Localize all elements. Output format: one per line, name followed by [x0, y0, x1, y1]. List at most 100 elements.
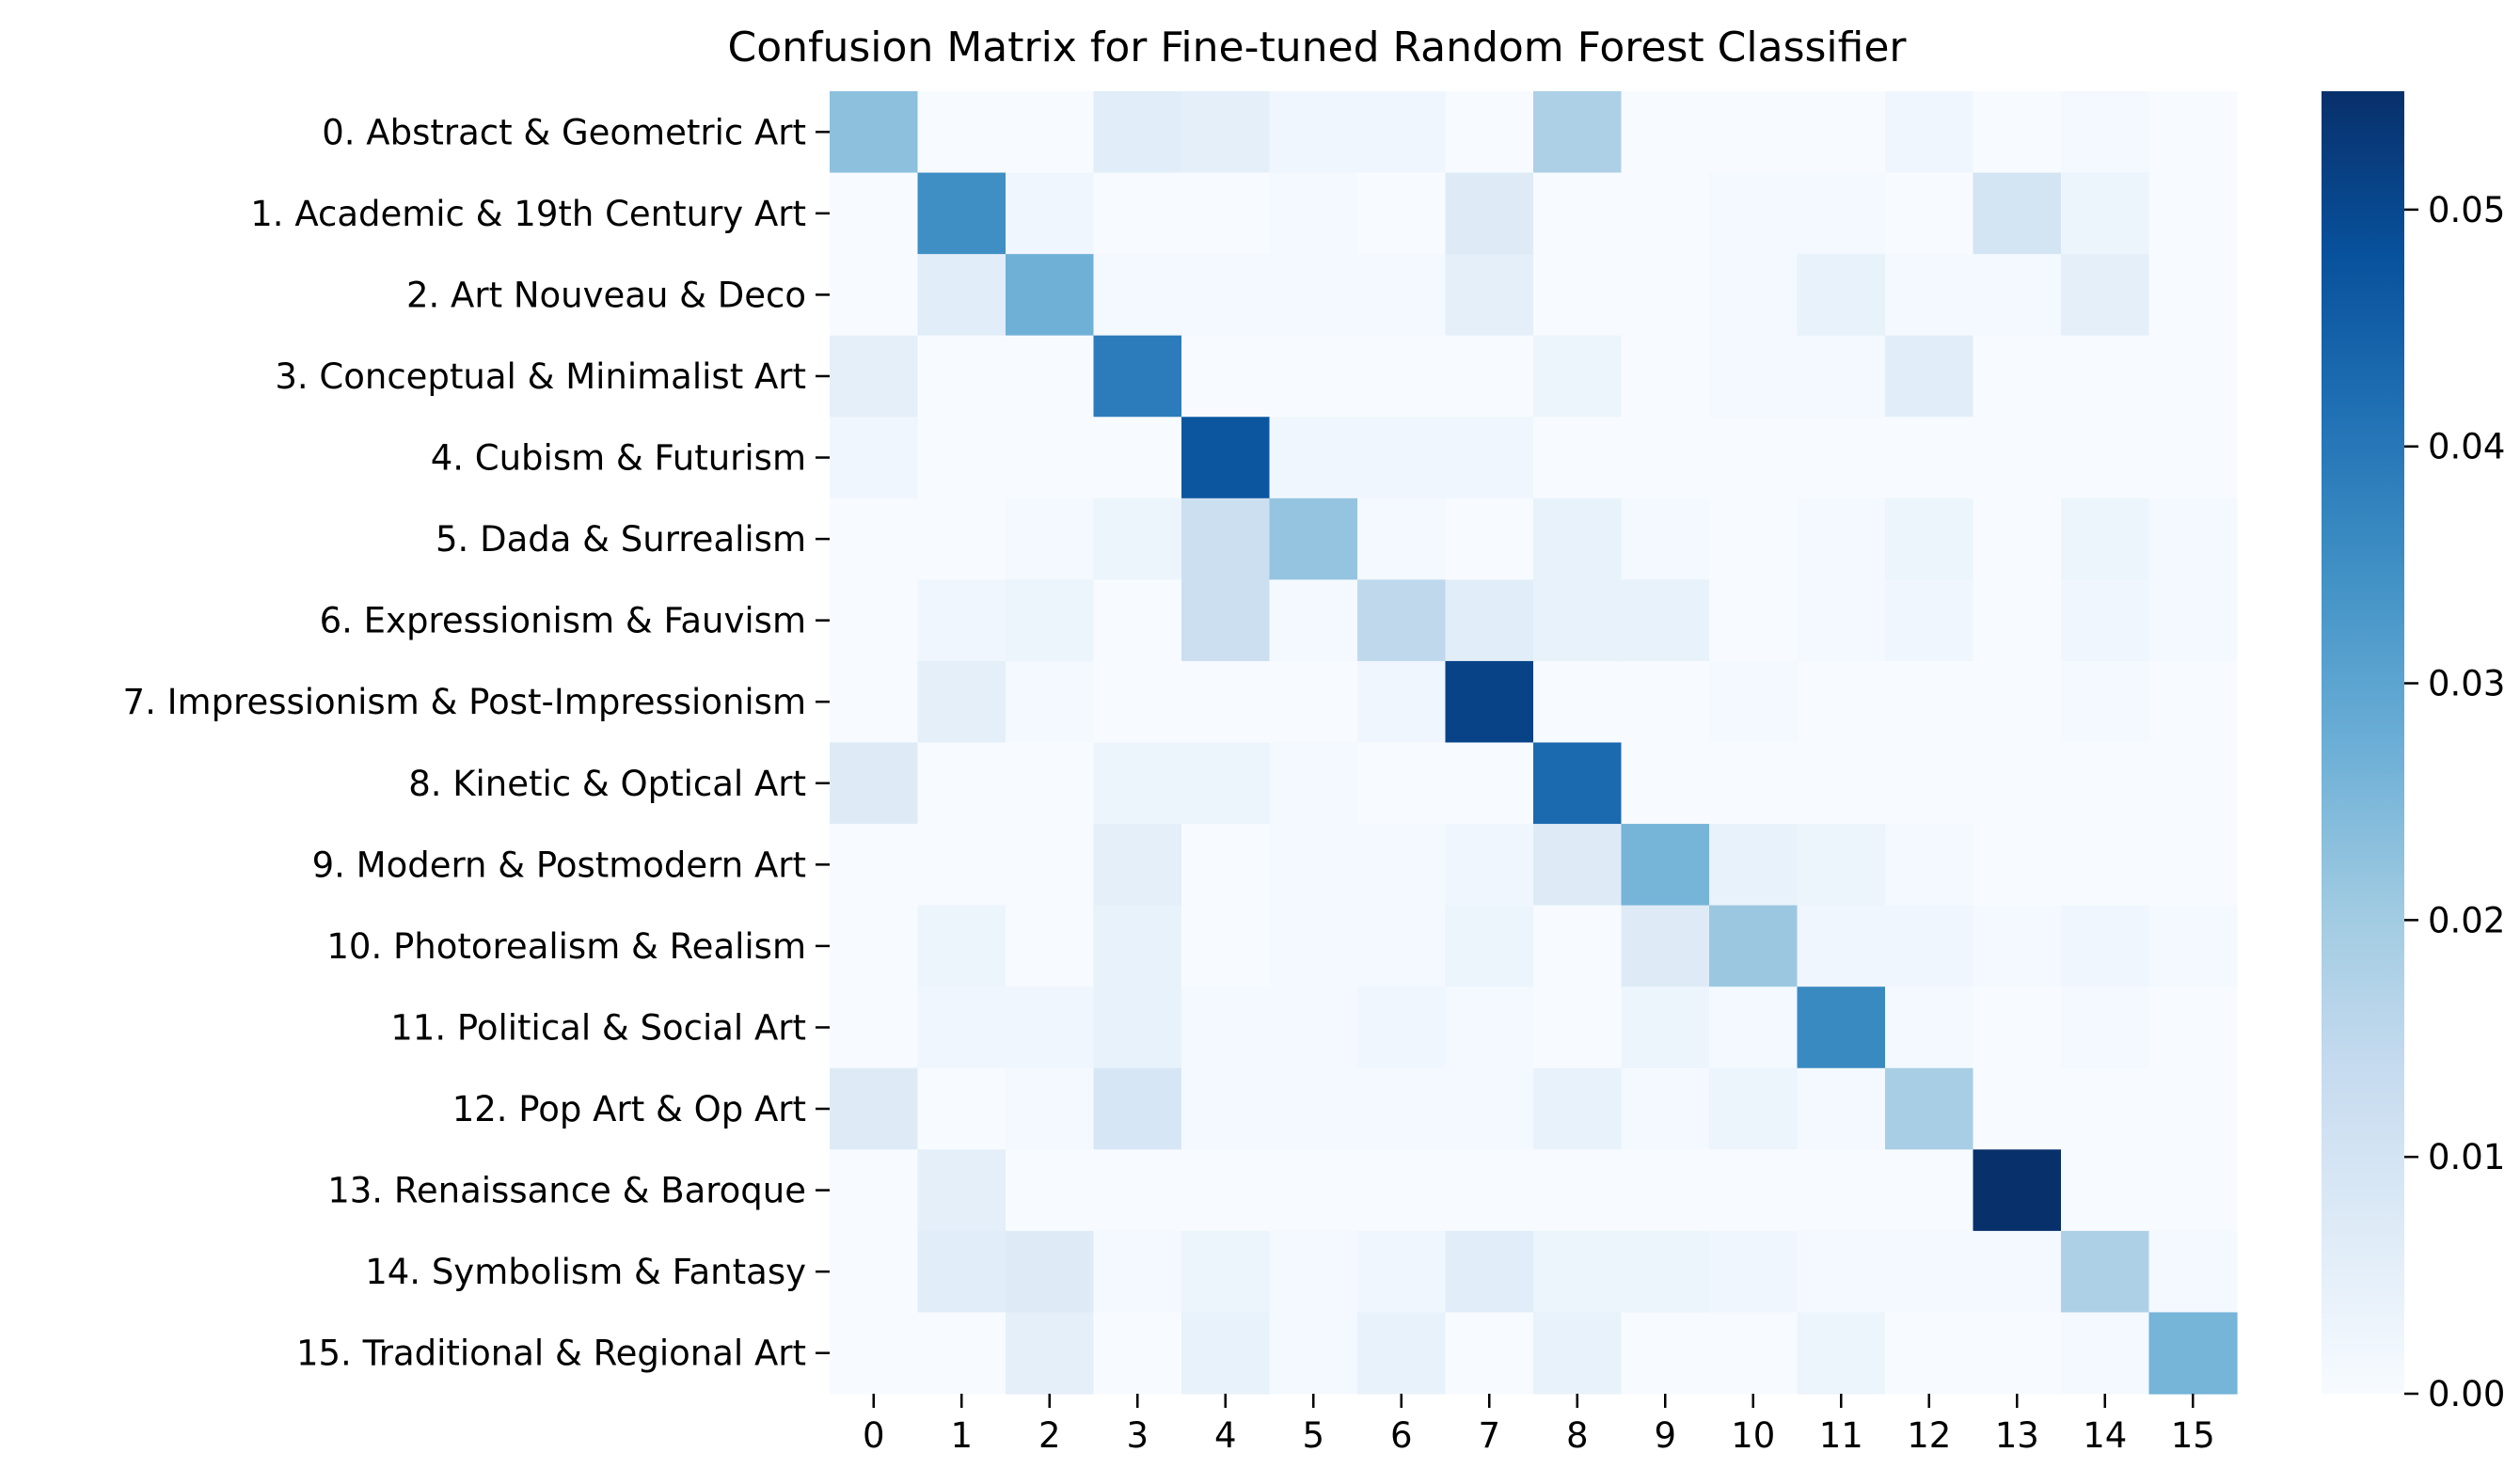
- heatmap-cell: [1006, 742, 1095, 825]
- heatmap-cell: [1709, 579, 1799, 662]
- heatmap-cell: [1797, 1230, 1886, 1314]
- heatmap-cell: [2148, 254, 2238, 337]
- heatmap-cell: [2061, 417, 2150, 499]
- y-tick-label: 10. Photorealism & Realism: [326, 926, 806, 967]
- heatmap-cell: [1973, 1230, 2062, 1314]
- heatmap-cell: [1093, 497, 1182, 580]
- heatmap-cell: [1006, 91, 1095, 174]
- x-tick-label: 7: [1478, 1415, 1500, 1456]
- heatmap-cell: [1181, 497, 1271, 580]
- heatmap-cell: [1797, 1149, 1886, 1232]
- colorbar-tick-label: 0.04: [2428, 427, 2505, 467]
- heatmap-cell: [1269, 987, 1358, 1069]
- heatmap-cell: [830, 824, 919, 907]
- heatmap-cell: [1093, 1312, 1182, 1395]
- heatmap-cell: [917, 1067, 1006, 1150]
- heatmap-cell: [1445, 824, 1534, 907]
- heatmap-cell: [1006, 254, 1095, 337]
- x-tick-label: 4: [1214, 1415, 1237, 1456]
- heatmap-cell: [1181, 1230, 1271, 1314]
- heatmap-cell: [2148, 335, 2238, 418]
- heatmap-cell: [1006, 1230, 1095, 1314]
- heatmap-cell: [1885, 579, 1974, 662]
- heatmap-cell: [830, 497, 919, 580]
- heatmap-cell: [1445, 417, 1534, 499]
- heatmap-cell: [2148, 579, 2238, 662]
- heatmap-cell: [2061, 172, 2150, 255]
- heatmap-cell: [1533, 824, 1623, 907]
- y-tick-label: 2. Art Nouveau & Deco: [406, 275, 806, 315]
- heatmap-cell: [1357, 905, 1447, 987]
- heatmap-cell: [917, 417, 1006, 499]
- heatmap-cell: [1533, 660, 1623, 744]
- heatmap-cell: [1709, 1230, 1799, 1314]
- heatmap-cell: [2148, 987, 2238, 1069]
- heatmap-cell: [1181, 660, 1271, 744]
- heatmap-cell: [1445, 1149, 1534, 1232]
- heatmap-cell: [1797, 660, 1886, 744]
- heatmap-cell: [830, 172, 919, 255]
- heatmap-cell: [1533, 1067, 1623, 1150]
- heatmap-cell: [1621, 417, 1710, 499]
- heatmap-cell: [2148, 824, 2238, 907]
- heatmap-cell: [1797, 987, 1886, 1069]
- heatmap-cell: [1357, 91, 1447, 174]
- heatmap-cell: [1006, 172, 1095, 255]
- heatmap-cell: [1533, 172, 1623, 255]
- heatmap-cell: [1006, 905, 1095, 987]
- colorbar-tick-label: 0.03: [2428, 664, 2505, 704]
- heatmap-cell: [917, 497, 1006, 580]
- heatmap-cell: [1093, 417, 1182, 499]
- heatmap-cell: [2148, 905, 2238, 987]
- heatmap-cell: [1533, 742, 1623, 825]
- heatmap-cell: [1181, 987, 1271, 1069]
- heatmap-cell: [2061, 1149, 2150, 1232]
- heatmap-cell: [1357, 579, 1447, 662]
- heatmap-cell: [830, 1149, 919, 1232]
- heatmap-cell: [1973, 417, 2062, 499]
- x-tick-label: 6: [1390, 1415, 1413, 1456]
- heatmap-cell: [1621, 1067, 1710, 1150]
- heatmap-cell: [2061, 335, 2150, 418]
- heatmap-cell: [1006, 497, 1095, 580]
- heatmap-cell: [1445, 579, 1534, 662]
- heatmap-cell: [1093, 742, 1182, 825]
- heatmap-cell: [1533, 91, 1623, 174]
- x-tick-label: 9: [1654, 1415, 1676, 1456]
- heatmap-cell: [2148, 1312, 2238, 1395]
- heatmap-cell: [1885, 172, 1974, 255]
- heatmap-cell: [1621, 1149, 1710, 1232]
- heatmap-cell: [1973, 254, 2062, 337]
- heatmap-cell: [1445, 91, 1534, 174]
- y-tick-label: 5. Dada & Surrealism: [436, 519, 806, 560]
- heatmap-cell: [1885, 417, 1974, 499]
- y-tick-label: 15. Traditional & Regional Art: [296, 1334, 806, 1374]
- heatmap-cell: [1093, 905, 1182, 987]
- heatmap-cell: [1357, 1149, 1447, 1232]
- heatmap-cell: [1709, 1067, 1799, 1150]
- heatmap-cell: [1885, 987, 1974, 1069]
- x-tick-label: 13: [1995, 1415, 2039, 1456]
- heatmap-cell: [917, 579, 1006, 662]
- y-tick-label: 1. Academic & 19th Century Art: [250, 194, 806, 234]
- heatmap-cell: [917, 824, 1006, 907]
- heatmap-cell: [830, 254, 919, 337]
- heatmap-cell: [1709, 905, 1799, 987]
- heatmap-cell: [1885, 660, 1974, 744]
- heatmap-cell: [1269, 1312, 1358, 1395]
- heatmap-cell: [1445, 497, 1534, 580]
- heatmap-cell: [1973, 1067, 2062, 1150]
- heatmap-cell: [1269, 579, 1358, 662]
- heatmap-cell: [1093, 172, 1182, 255]
- heatmap-cell: [1269, 335, 1358, 418]
- heatmap-cell: [1973, 824, 2062, 907]
- heatmap-cell: [2061, 91, 2150, 174]
- heatmap-cell: [1006, 660, 1095, 744]
- heatmap-cell: [1357, 254, 1447, 337]
- heatmap-cell: [1533, 1230, 1623, 1314]
- heatmap-cell: [1797, 1312, 1886, 1395]
- heatmap-cell: [1797, 905, 1886, 987]
- colorbar-tick-label: 0.01: [2428, 1137, 2505, 1177]
- heatmap-cell: [1269, 824, 1358, 907]
